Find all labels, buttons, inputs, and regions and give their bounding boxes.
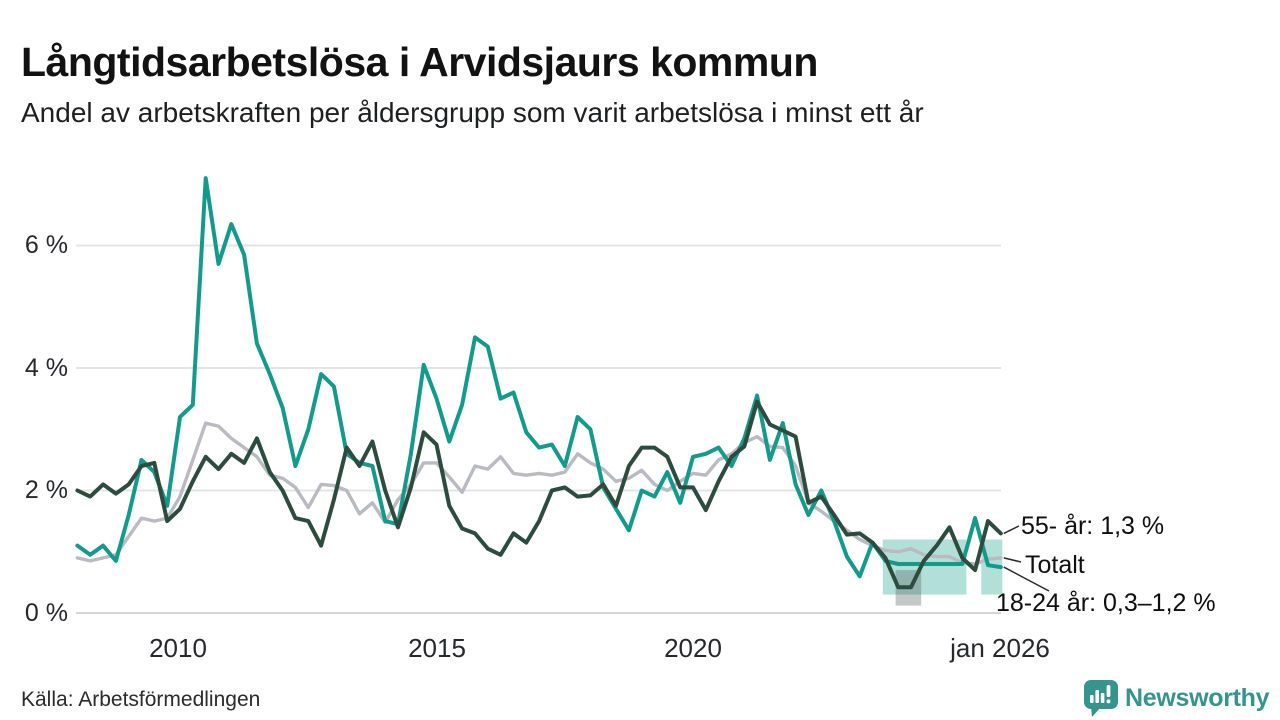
y-axis-tick-label: 2 % (24, 476, 68, 504)
chart-subtitle: Andel av arbetskraften per åldersgrupp s… (21, 97, 924, 128)
annotation-18-24-ar: 18-24 år: 0,3–1,2 % (996, 589, 1216, 617)
series-line-55-ar (75, 399, 1003, 590)
annotation-connector (1003, 566, 1050, 592)
x-axis-tick-label: jan 2026 (950, 633, 1050, 663)
page-title: Långtidsarbetslösa i Arvidsjaurs kommun (21, 39, 818, 86)
y-axis-tick-label: 4 % (24, 354, 68, 382)
annotation-totalt: Totalt (1025, 551, 1085, 579)
x-axis-tick-label: 2020 (664, 633, 722, 663)
series-line-18-24-ar (75, 176, 1003, 579)
y-axis-tick-label: 6 % (24, 231, 68, 259)
annotation-connector (1003, 525, 1020, 535)
annotation-connector (1003, 557, 1022, 563)
y-axis-tick-label: 0 % (24, 599, 68, 627)
x-axis-tick-label: 2015 (408, 633, 466, 663)
x-axis-tick-label: 2010 (149, 633, 207, 663)
uncertainty-band (882, 539, 967, 595)
newsworthy-logo: Newsworthy (1084, 680, 1270, 717)
series-line-totalt (75, 421, 1003, 566)
newsworthy-bubble-chart-icon (1084, 680, 1118, 717)
source-note: Källa: Arbetsförmedlingen (21, 688, 261, 711)
brand-name: Newsworthy (1125, 684, 1270, 712)
annotation-55-ar: 55- år: 1,3 % (1021, 512, 1165, 540)
